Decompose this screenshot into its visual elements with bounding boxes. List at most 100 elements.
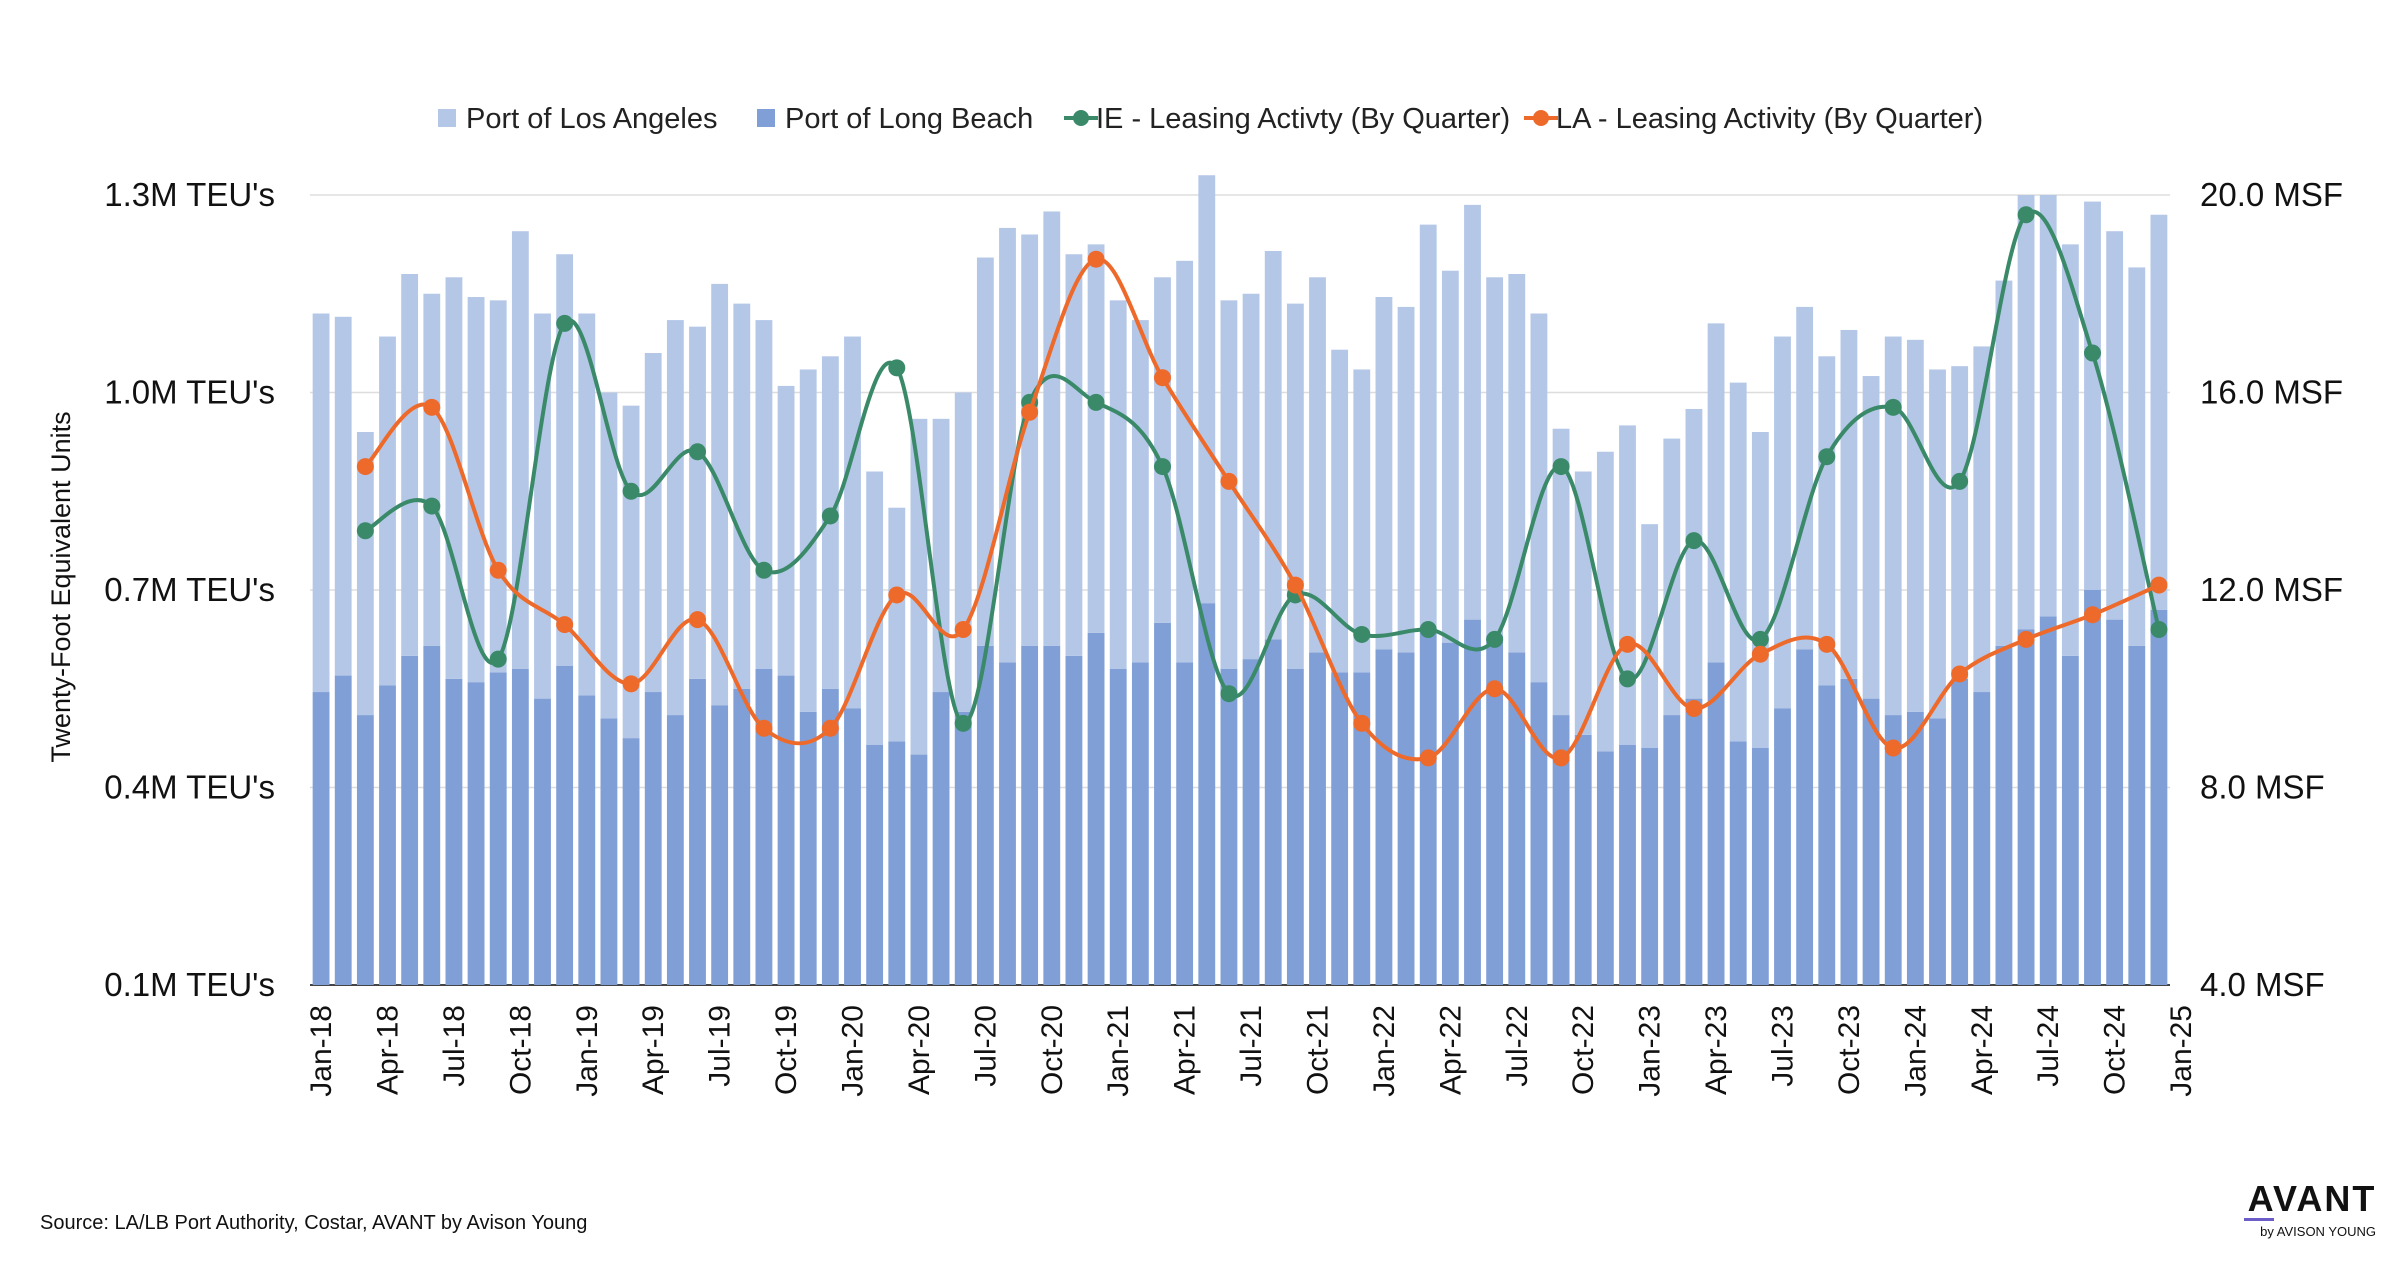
bar-long-beach: [1508, 652, 1526, 985]
bar-los-angeles: [423, 293, 441, 646]
bar-long-beach: [888, 741, 906, 985]
bar-long-beach: [1574, 734, 1592, 985]
x-tick-label: Apr-23: [1700, 1005, 1733, 1095]
gridlines: [310, 194, 2170, 986]
bar-los-angeles: [1574, 471, 1592, 735]
bar-long-beach: [1176, 662, 1194, 985]
x-tick-label: Jan-20: [837, 1005, 870, 1097]
bar-long-beach: [1995, 645, 2013, 985]
bar-los-angeles: [2039, 195, 2057, 617]
bar-los-angeles: [1397, 306, 1415, 653]
bar-long-beach: [777, 675, 795, 985]
bar-long-beach: [467, 682, 485, 985]
bar-los-angeles: [755, 320, 773, 669]
point-la-leasing: [423, 398, 441, 416]
x-tick-label: Jul-18: [438, 1005, 471, 1087]
bar-los-angeles: [1840, 329, 1858, 679]
bar-long-beach: [578, 695, 596, 985]
bar-los-angeles: [356, 432, 374, 716]
bar-long-beach: [1530, 682, 1548, 985]
bar-long-beach: [866, 744, 884, 985]
y-right-tick-label: 20.0 MSF: [2200, 176, 2343, 213]
bar-los-angeles: [689, 326, 706, 679]
bar-long-beach: [1707, 662, 1725, 985]
bar-los-angeles: [379, 336, 396, 686]
bar-long-beach: [644, 692, 662, 985]
x-tick-label: Oct-18: [504, 1005, 537, 1095]
bar-long-beach: [2084, 590, 2101, 985]
bar-long-beach: [356, 715, 374, 985]
point-la-leasing: [622, 675, 640, 693]
bar-los-angeles: [711, 283, 729, 706]
legend-swatch: [438, 109, 456, 127]
y-left-tick-label: 1.0M TEU's: [104, 374, 275, 411]
y-left-axis: 0.1M TEU's 0.4M TEU's 0.7M TEU's 1.0M TEU's…: [104, 176, 275, 1003]
point-ie-leasing: [1486, 630, 1504, 648]
bar-long-beach: [622, 738, 640, 985]
point-ie-leasing: [1619, 670, 1636, 688]
legend-label: Port of Los Angeles: [466, 103, 718, 135]
bar-long-beach: [821, 688, 839, 985]
point-ie-leasing: [1154, 458, 1171, 476]
bar-long-beach: [1729, 741, 1747, 985]
bar-long-beach: [445, 678, 463, 985]
bar-long-beach: [534, 698, 551, 985]
bar-los-angeles: [511, 231, 529, 670]
x-tick-label: Oct-24: [2099, 1005, 2132, 1095]
bar-long-beach: [1331, 672, 1349, 985]
bar-los-angeles: [1154, 277, 1171, 623]
bar-long-beach: [1486, 636, 1504, 985]
bar-los-angeles: [334, 316, 352, 676]
y-right-tick-label: 16.0 MSF: [2200, 374, 2343, 411]
bar-long-beach: [1043, 645, 1061, 985]
bar-long-beach: [1154, 622, 1171, 985]
bar-long-beach: [1353, 672, 1371, 985]
bar-los-angeles: [888, 507, 906, 742]
bar-los-angeles: [534, 313, 551, 699]
point-la-leasing: [2084, 606, 2101, 624]
bar-los-angeles: [932, 418, 950, 693]
point-ie-leasing: [356, 522, 374, 540]
point-la-leasing: [1087, 250, 1105, 268]
bar-los-angeles: [777, 385, 795, 676]
bar-los-angeles: [1353, 369, 1371, 673]
bar-los-angeles: [2017, 195, 2035, 630]
bar-los-angeles: [1641, 524, 1659, 748]
y-right-axis: 4.0 MSF 8.0 MSF 12.0 MSF 16.0 MSF 20.0 MSF: [2200, 176, 2343, 1003]
bar-long-beach: [401, 655, 419, 985]
x-tick-label: Oct-20: [1036, 1005, 1069, 1095]
bar-los-angeles: [666, 320, 684, 716]
legend-marker: [1073, 110, 1089, 126]
bar-long-beach: [910, 754, 928, 985]
point-ie-leasing: [1884, 398, 1902, 416]
point-la-leasing: [888, 586, 906, 604]
bar-los-angeles: [733, 303, 751, 689]
point-ie-leasing: [689, 443, 706, 461]
bar-los-angeles: [1309, 277, 1326, 653]
bar-los-angeles: [999, 227, 1016, 663]
bar-long-beach: [1286, 669, 1304, 985]
bar-los-angeles: [600, 392, 618, 719]
bar-long-beach: [1441, 642, 1459, 985]
bar-long-beach: [755, 669, 773, 985]
bar-long-beach: [556, 665, 574, 985]
point-la-leasing: [1619, 635, 1636, 653]
bar-los-angeles: [1862, 376, 1880, 699]
bar-los-angeles: [467, 297, 485, 683]
point-la-leasing: [1818, 635, 1836, 653]
bar-long-beach: [1309, 652, 1326, 985]
bar-los-angeles: [1264, 250, 1282, 640]
point-ie-leasing: [1951, 472, 1969, 490]
y-left-tick-label: 0.7M TEU's: [104, 571, 275, 608]
bar-los-angeles: [2106, 231, 2124, 620]
bar-los-angeles: [1508, 274, 1526, 653]
x-tick-label: Apr-20: [903, 1005, 936, 1095]
point-la-leasing: [2150, 576, 2168, 594]
point-la-leasing: [1751, 645, 1769, 663]
point-la-leasing: [1419, 749, 1437, 767]
bar-los-angeles: [1796, 306, 1814, 650]
bar-long-beach: [1862, 698, 1880, 985]
x-tick-label: Jan-21: [1102, 1005, 1135, 1097]
legend-label: Port of Long Beach: [785, 103, 1033, 135]
bar-los-angeles: [1198, 175, 1216, 604]
